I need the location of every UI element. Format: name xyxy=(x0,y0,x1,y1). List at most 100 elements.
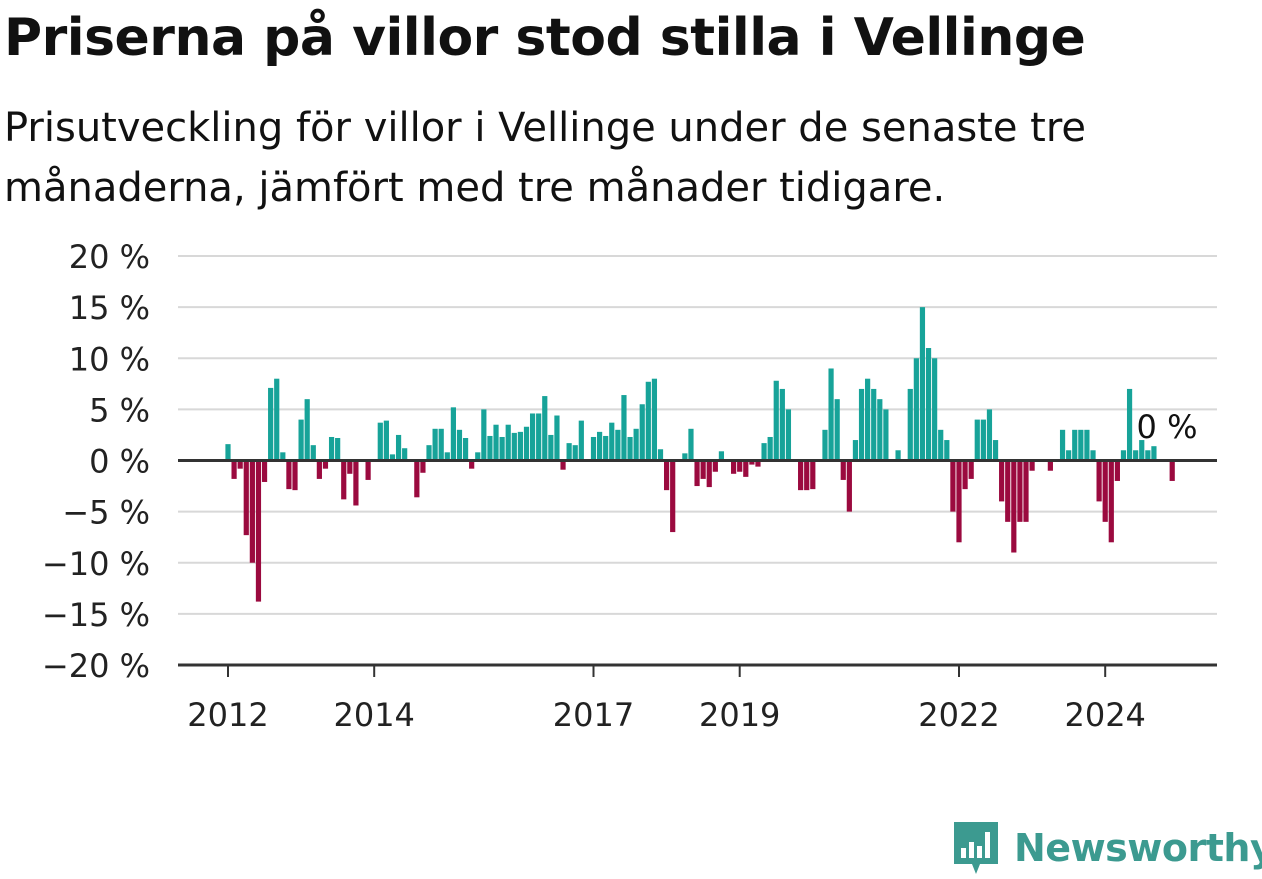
bar xyxy=(657,449,664,461)
bar xyxy=(633,428,639,461)
bar xyxy=(1133,450,1139,461)
bar xyxy=(822,429,828,461)
bar xyxy=(395,434,402,461)
bar xyxy=(536,413,542,461)
bar xyxy=(304,399,310,461)
bar xyxy=(865,378,871,461)
bar xyxy=(700,460,706,479)
bar xyxy=(804,460,810,491)
bar xyxy=(499,436,505,461)
bar xyxy=(310,445,316,461)
bar xyxy=(420,460,426,473)
bar xyxy=(286,460,292,490)
bar xyxy=(572,445,578,461)
bar xyxy=(542,396,548,461)
bar xyxy=(1090,450,1096,461)
bar xyxy=(529,413,536,461)
bar xyxy=(858,388,865,461)
bar xyxy=(438,428,444,461)
bar xyxy=(1126,388,1133,461)
bar xyxy=(1145,450,1151,461)
bar xyxy=(1102,460,1108,522)
y-tick-label: −15 % xyxy=(42,596,150,634)
bar xyxy=(341,460,347,500)
bar xyxy=(1017,460,1023,522)
bar xyxy=(1047,460,1053,471)
bar xyxy=(932,358,938,461)
bar xyxy=(968,460,974,479)
bar xyxy=(1096,460,1102,502)
bar xyxy=(560,460,566,470)
bar xyxy=(402,448,408,461)
bar xyxy=(670,460,676,533)
bar xyxy=(1029,460,1035,471)
bar xyxy=(444,452,450,461)
bar xyxy=(767,436,773,461)
grid-lines xyxy=(178,255,1217,615)
bar xyxy=(523,426,530,461)
y-tick-label: 10 % xyxy=(69,340,150,378)
bar xyxy=(1023,460,1029,522)
bar xyxy=(755,460,761,467)
bar xyxy=(365,460,371,480)
bar xyxy=(1114,460,1120,481)
bar xyxy=(828,368,834,461)
y-tick-label: 15 % xyxy=(69,289,150,327)
bar xyxy=(578,420,584,461)
bar xyxy=(651,378,658,461)
bar xyxy=(871,388,877,461)
newsworthy-logo: Newsworthy xyxy=(950,818,1262,878)
x-tick-label: 2014 xyxy=(333,696,414,734)
bar xyxy=(639,404,645,461)
x-tick-label: 2012 xyxy=(187,696,268,734)
bar xyxy=(377,422,383,461)
bar xyxy=(1169,460,1175,481)
bar xyxy=(475,452,481,461)
bar xyxy=(243,460,249,536)
bar xyxy=(596,431,603,461)
bar xyxy=(255,460,262,602)
bar xyxy=(1139,440,1145,461)
bar xyxy=(688,428,694,461)
bar xyxy=(414,460,420,498)
bar xyxy=(328,436,335,461)
logo-text: Newsworthy xyxy=(1014,826,1262,870)
bar xyxy=(956,460,962,543)
bar xyxy=(706,460,712,488)
bar xyxy=(1078,429,1084,461)
bar-chart: 20 % 15 % 10 % 5 % 0 % −5 % −10 % −15 % −20 % 201… xyxy=(42,238,1217,734)
bar xyxy=(664,460,670,491)
bar xyxy=(834,399,840,461)
bar xyxy=(877,399,883,461)
bar xyxy=(999,460,1005,502)
bar xyxy=(810,460,816,490)
bar xyxy=(737,460,743,472)
bar xyxy=(731,460,737,474)
bar xyxy=(511,432,517,461)
y-tick-label: 5 % xyxy=(89,391,150,429)
axes xyxy=(178,459,1217,677)
bar xyxy=(919,307,926,461)
x-tick-label: 2022 xyxy=(918,696,999,734)
tick-labels: 20 % 15 % 10 % 5 % 0 % −5 % −10 % −15 % −20 % 201… xyxy=(42,238,1198,734)
newsworthy-chart-icon xyxy=(954,822,998,874)
bar xyxy=(907,388,913,461)
y-tick-label: −20 % xyxy=(42,647,150,685)
bar xyxy=(268,387,274,461)
bar xyxy=(895,450,901,461)
bar xyxy=(517,431,523,461)
bar xyxy=(298,419,304,461)
bar xyxy=(280,452,286,461)
bar xyxy=(749,460,755,465)
bar xyxy=(944,440,950,461)
bar xyxy=(505,424,511,461)
bar xyxy=(292,460,298,491)
bar xyxy=(974,419,980,461)
bar xyxy=(566,443,572,461)
bar xyxy=(554,415,560,461)
bar xyxy=(469,460,475,469)
bar xyxy=(1059,429,1066,461)
bar xyxy=(237,460,243,469)
bar xyxy=(432,428,438,461)
bar xyxy=(1066,450,1072,461)
